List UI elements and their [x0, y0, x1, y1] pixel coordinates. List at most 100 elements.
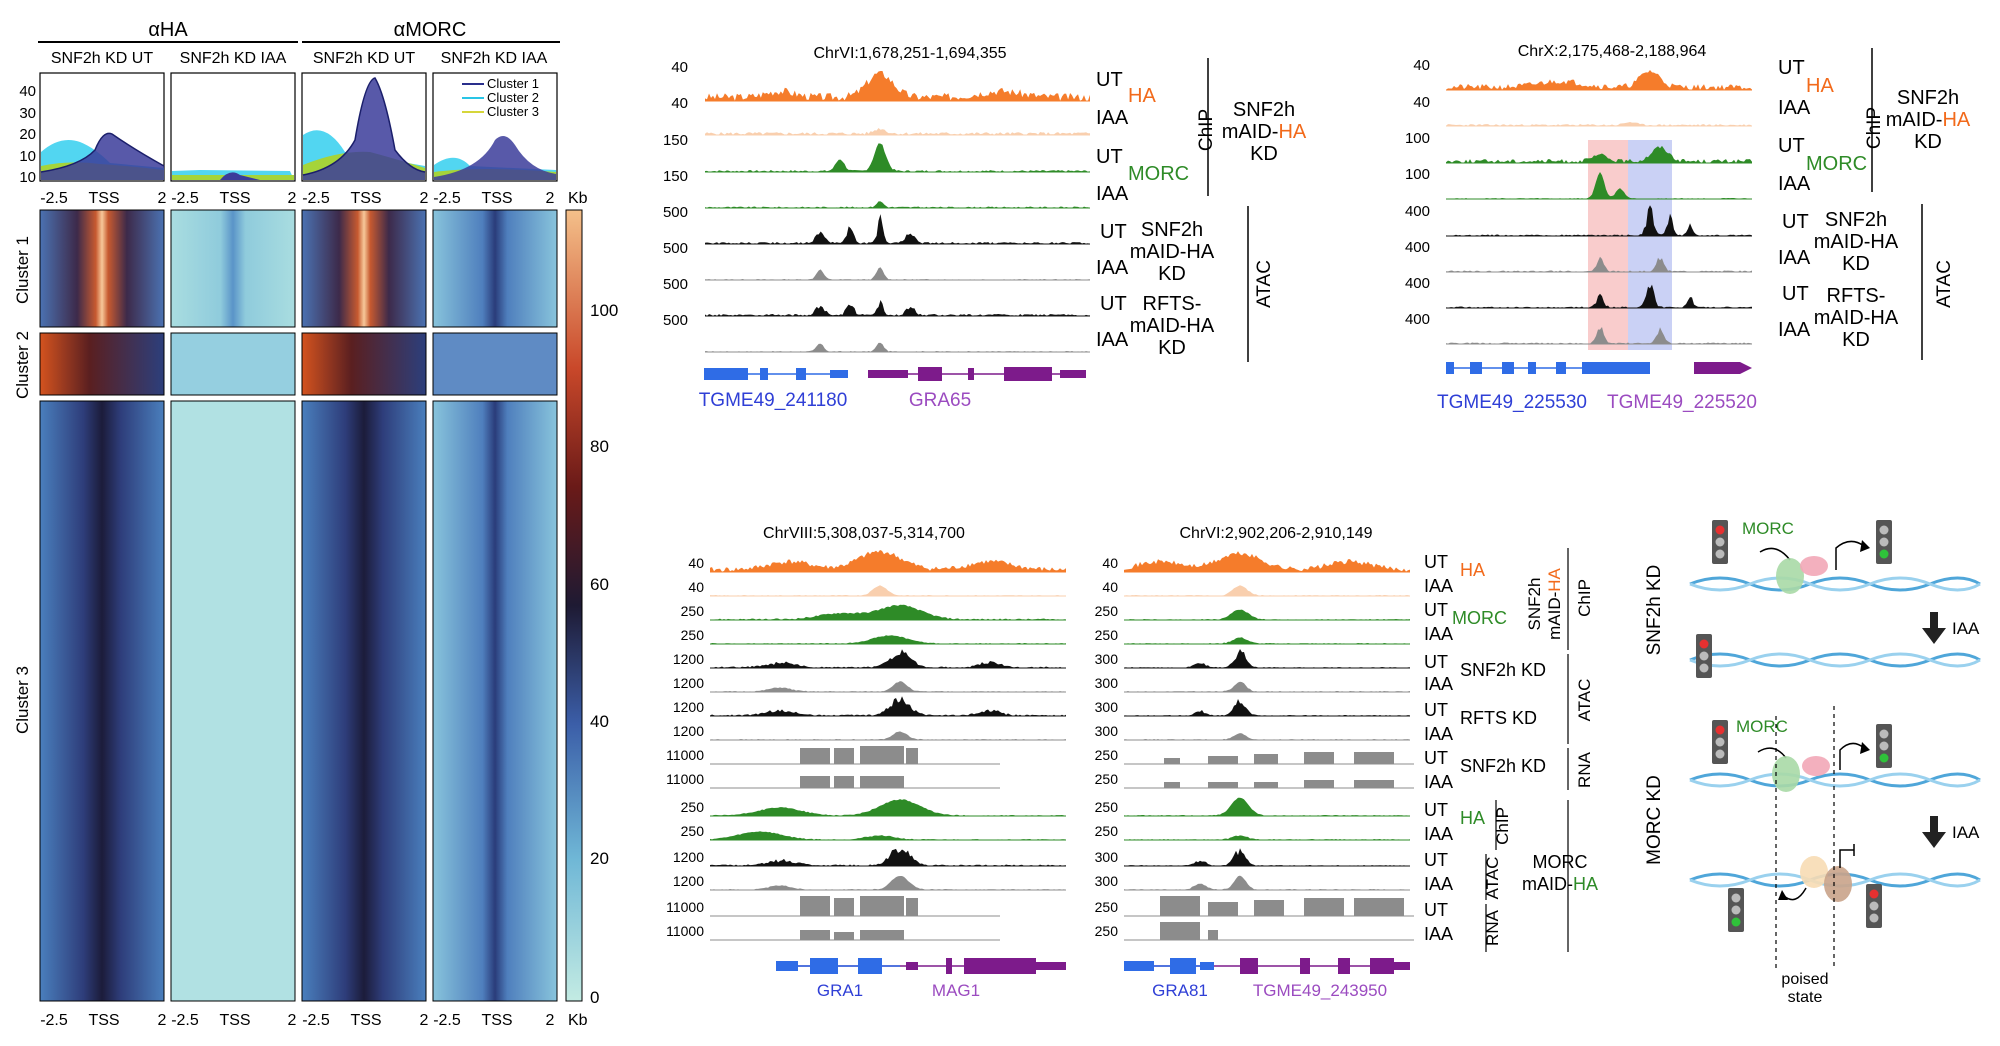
rna-coverage-block: [834, 748, 854, 764]
signal-track: [1124, 848, 1410, 866]
colorbar-tick: 40: [590, 712, 609, 731]
poised-label: poised: [1781, 971, 1828, 988]
row-ha: HA: [1806, 75, 1834, 97]
rna-coverage-block: [860, 896, 904, 916]
signal-track: [1446, 256, 1752, 272]
gene-label: TGME49_243950: [1253, 981, 1387, 1000]
gene-label: GRA65: [909, 390, 971, 411]
scale-label: 11000: [666, 899, 704, 915]
rna-coverage-block: [1254, 782, 1278, 788]
xtick: 2: [420, 1012, 429, 1029]
legend-cluster-1: Cluster 1: [487, 76, 539, 91]
rna-coverage-block: [834, 776, 854, 788]
snf2h-atac-2: mAID-HA: [1130, 241, 1215, 263]
rna-coverage-block: [1160, 922, 1200, 940]
snf2h-label: SNF2h: [1897, 87, 1959, 109]
snf2h-atac-2: mAID-HA: [1814, 231, 1899, 253]
row-ut: UT: [1782, 211, 1809, 233]
gene-label: TGME49_225530: [1437, 392, 1587, 413]
xtick: -2.5: [433, 1012, 461, 1029]
xtick: -2.5: [40, 190, 68, 207]
row-iaa: IAA: [1096, 329, 1129, 351]
scale-label: 250: [1095, 747, 1119, 763]
signal-track: [710, 585, 1066, 596]
profile-plot-3: [301, 72, 427, 182]
scale-label: 250: [681, 823, 705, 839]
rna-coverage-block: [834, 932, 854, 940]
signal-track: [1124, 609, 1410, 620]
profile-legend: Cluster 1 Cluster 2 Cluster 3: [462, 76, 539, 119]
cluster-label-3: Cluster 3: [13, 666, 32, 734]
row-ut: UT: [1424, 900, 1448, 920]
maid-ha-label: mAID-HA: [1545, 567, 1564, 639]
row-iaa: IAA: [1424, 576, 1453, 596]
scale-labels-c: 40 40 100 100 400 400 400 400: [1405, 57, 1430, 328]
scale-label: 150: [663, 168, 688, 185]
signal-track: [710, 831, 1066, 840]
profile-plot-4: Cluster 1 Cluster 2 Cluster 3: [432, 72, 558, 182]
traffic-light-icon: [1866, 884, 1882, 928]
scale-label: 300: [1095, 675, 1119, 691]
row-iaa: IAA: [1424, 724, 1453, 744]
scale-label: 250: [1095, 923, 1119, 939]
row-snf2h-kd: SNF2h KD: [1460, 660, 1546, 680]
scale-label: 400: [1405, 311, 1430, 328]
row-iaa: IAA: [1096, 107, 1129, 129]
row-iaa: IAA: [1424, 924, 1453, 944]
rna-coverage-block: [860, 930, 904, 940]
morc-protein: [1776, 558, 1804, 594]
xtick: TSS: [88, 1012, 119, 1029]
rna-coverage-block: [1354, 898, 1404, 916]
profile-ytick: 20: [19, 126, 36, 143]
xtick: -2.5: [171, 190, 199, 207]
xtick: 2: [158, 190, 167, 207]
scale-label: 100: [1405, 166, 1430, 183]
rna-coverage-block: [800, 776, 830, 788]
rna-coverage-block: [1254, 754, 1278, 764]
row-snf2h-kd: SNF2h KD: [1460, 756, 1546, 776]
xtick: TSS: [481, 1012, 512, 1029]
rna-coverage-block: [1208, 782, 1238, 788]
colorbar-tick: 0: [590, 988, 599, 1007]
signal-track: [705, 214, 1090, 244]
heatmap-panel: αHA αMORC SNF2h KD UT SNF2h KD IAA SNF2h…: [13, 19, 618, 1029]
xtick: TSS: [481, 190, 512, 207]
region-title: ChrX:2,175,468-2,188,964: [1518, 43, 1707, 60]
signal-track: [705, 201, 1090, 208]
signal-track: [1446, 327, 1752, 344]
profile-plot-1: [39, 72, 165, 182]
profile-yaxis: 40 30 20 10 10: [19, 83, 36, 186]
profile-xaxis: -2.5 TSS 2 -2.5 TSS 2 -2.5 TSS 2 -2.5 TS…: [40, 190, 587, 207]
chip-label: ChIP: [1864, 107, 1885, 149]
signal-track: [710, 731, 1066, 740]
colorbar: 100 80 60 40 20 0: [565, 209, 618, 1007]
scale-label: 1200: [673, 651, 704, 667]
row-iaa: IAA: [1778, 173, 1811, 195]
scale-label: 250: [1095, 627, 1119, 643]
row-ut: UT: [1424, 700, 1448, 720]
atac-label: ATAC: [1575, 679, 1594, 722]
scale-label: 40: [688, 579, 704, 595]
gene-models-d1: GRA1 MAG1: [776, 958, 1066, 1000]
rfts-atac-3: KD: [1842, 329, 1870, 351]
scale-labels-b: 40 40 150 150 500 500 500 500: [663, 59, 688, 329]
scale-label: 40: [1102, 579, 1118, 595]
scale-label: 250: [681, 603, 705, 619]
xtick: -2.5: [171, 1012, 199, 1029]
rna-coverage-block: [1354, 780, 1394, 788]
header-morc: αMORC: [394, 19, 467, 41]
snf2h-label: SNF2h: [1233, 99, 1295, 121]
row-ut: UT: [1782, 283, 1809, 305]
signal-track: [1124, 835, 1410, 840]
track-labels-b: UT HA IAA UT MORC IAA UT IAA UT IAA ChIP…: [1096, 58, 1307, 362]
traffic-light-icon: [1712, 720, 1728, 764]
xtick: 2: [546, 1012, 555, 1029]
row-ut: UT: [1778, 135, 1805, 157]
traffic-light-icon: [1712, 520, 1728, 564]
traffic-light-icon: [1696, 634, 1712, 678]
rna-coverage-block: [800, 930, 830, 940]
row-iaa: IAA: [1424, 624, 1453, 644]
row-ha: HA: [1128, 85, 1156, 107]
xtick: TSS: [219, 190, 250, 207]
